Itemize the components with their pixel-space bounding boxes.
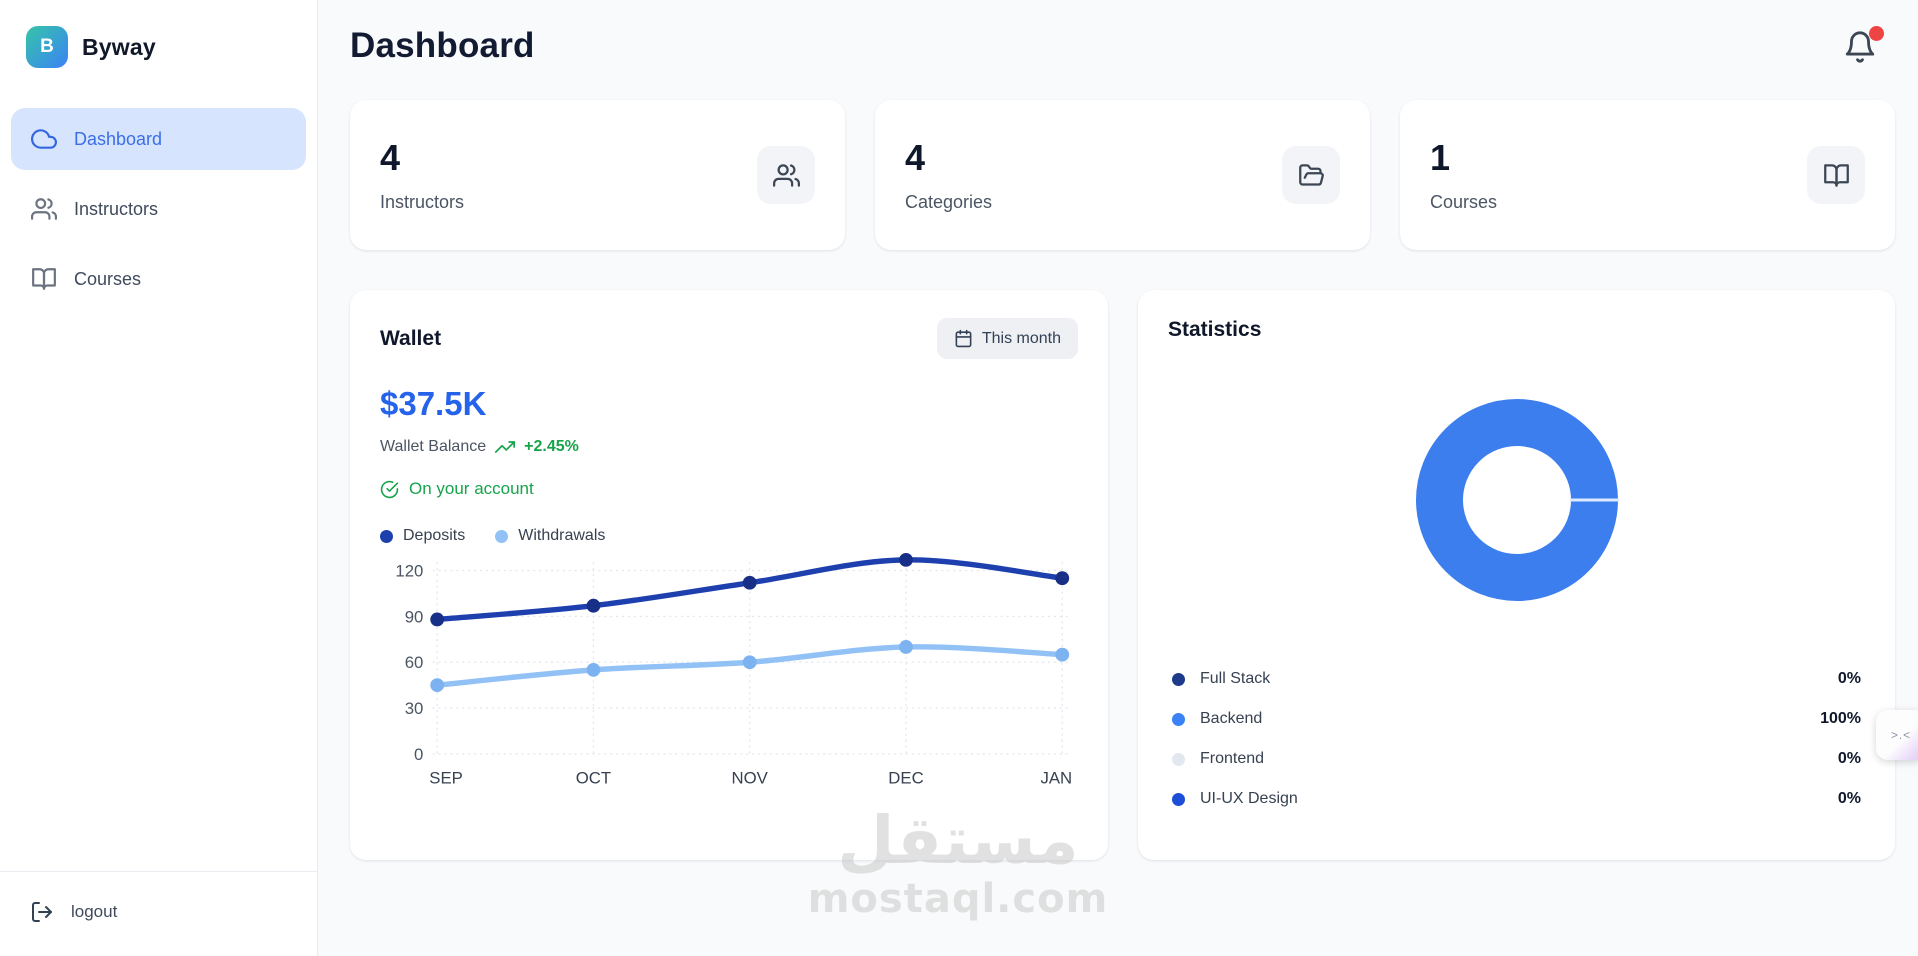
logout-label: logout (71, 902, 118, 921)
svg-text:DEC: DEC (888, 769, 923, 788)
statistics-donut-wrap (1168, 394, 1865, 606)
users-icon (757, 146, 815, 204)
stat-card-categories: 4 Categories (875, 100, 1370, 250)
legend-value: 0% (1837, 750, 1861, 767)
watermark-domain: mostaql.com (807, 876, 1109, 922)
stat-label: Categories (905, 192, 993, 212)
frontend-dot (1172, 752, 1185, 766)
period-label: This month (981, 329, 1061, 347)
sidebar-item-dashboard[interactable]: Dashboard (11, 108, 306, 170)
svg-text:90: 90 (405, 607, 424, 626)
sidebar-item-courses[interactable]: Courses (11, 248, 306, 310)
legend-label: Withdrawals (518, 527, 606, 544)
bell-icon (1845, 31, 1875, 63)
calendar-icon (955, 329, 972, 348)
extension-float-label: >.< (1890, 728, 1912, 742)
backend-dot (1172, 712, 1185, 726)
brand: B Byway (0, 0, 317, 78)
sidebar-footer: logout (0, 871, 317, 956)
stat-card-courses: 1 Courses (1400, 100, 1895, 250)
logout-button[interactable]: logout (0, 872, 317, 956)
legend-item-deposits: Deposits (380, 527, 465, 545)
svg-text:0: 0 (414, 745, 423, 764)
legend-label: UI-UX Design (1200, 790, 1298, 807)
brand-logo: B (26, 26, 68, 68)
sidebar-item-instructors[interactable]: Instructors (11, 178, 306, 240)
svg-text:60: 60 (405, 653, 424, 672)
statistics-legend: Full Stack 0% Backend 100% Frontend 0% (1168, 664, 1865, 814)
stat-label: Instructors (380, 192, 465, 212)
page-title: Dashboard (350, 26, 535, 65)
statistics-panel: Statistics Full Stack 0% Backend 100% (1138, 290, 1895, 860)
wallet-chart-legend: Deposits Withdrawals (380, 527, 1078, 545)
brand-logo-letter: B (40, 36, 54, 57)
sidebar-item-label: Courses (74, 268, 142, 289)
account-note: On your account (409, 479, 534, 498)
svg-text:OCT: OCT (576, 769, 611, 788)
full-stack-dot (1172, 672, 1185, 686)
stat-value: 4 (380, 137, 401, 178)
legend-label: Frontend (1200, 750, 1265, 767)
stat-label: Courses (1430, 192, 1498, 212)
wallet-balance-label: Wallet Balance (380, 438, 487, 455)
folder-open-icon (1282, 146, 1340, 204)
svg-text:NOV: NOV (732, 769, 769, 788)
legend-row-frontend: Frontend 0% (1172, 744, 1861, 774)
wallet-line-chart: 0 30 60 90 120 SEP OCT NOV DEC JAN (395, 552, 1072, 788)
wallet-change-badge: +2.45% (524, 438, 579, 455)
main-content: Dashboard 4 Instructors 4 Categorie (318, 0, 1918, 956)
svg-text:SEP: SEP (429, 769, 463, 788)
check-circle-icon (380, 480, 399, 498)
logout-icon (30, 900, 54, 924)
wallet-line-chart-wrap: 0 30 60 90 120 SEP OCT NOV DEC JAN (380, 552, 1078, 810)
wallet-panel: Wallet This month $37.5K Wallet Balance … (350, 290, 1108, 860)
users-icon (31, 196, 57, 222)
brand-name: Byway (82, 33, 156, 60)
legend-row-backend: Backend 100% (1172, 704, 1861, 734)
wallet-title: Wallet (380, 326, 442, 350)
deposits-dot (380, 529, 393, 543)
legend-row-full-stack: Full Stack 0% (1172, 664, 1861, 694)
legend-value: 0% (1837, 670, 1861, 687)
page-header: Dashboard (350, 26, 1895, 68)
cloud-icon (31, 126, 57, 152)
extension-float-button[interactable]: >.< (1876, 710, 1918, 760)
legend-item-withdrawals: Withdrawals (495, 527, 605, 545)
legend-label: Backend (1200, 710, 1263, 727)
stat-value: 1 (1430, 137, 1451, 178)
stat-value: 4 (905, 137, 926, 178)
sidebar-item-label: Instructors (74, 198, 159, 219)
book-open-icon (31, 266, 57, 292)
svg-text:120: 120 (395, 561, 423, 580)
charts-row: Wallet This month $37.5K Wallet Balance … (350, 290, 1895, 860)
notifications-button[interactable] (1843, 26, 1884, 68)
withdrawals-dot (495, 529, 509, 543)
svg-text:JAN: JAN (1040, 769, 1072, 788)
account-note-row: On your account (380, 479, 1078, 499)
book-open-icon (1807, 146, 1865, 204)
legend-value: 100% (1820, 710, 1861, 727)
statistics-title: Statistics (1168, 318, 1262, 341)
svg-text:30: 30 (405, 699, 424, 718)
period-select-button[interactable]: This month (936, 318, 1078, 359)
legend-label: Deposits (403, 527, 466, 544)
legend-label: Full Stack (1200, 670, 1271, 687)
notification-unread-dot (1869, 26, 1884, 41)
sidebar: B Byway Dashboard Instructors (0, 0, 318, 956)
wallet-balance: $37.5K (380, 385, 487, 422)
legend-value: 0% (1837, 790, 1861, 807)
stat-cards-row: 4 Instructors 4 Categories 1 (350, 100, 1895, 250)
legend-row-ui-ux-design: UI-UX Design 0% (1172, 784, 1861, 814)
trending-up-icon (495, 437, 516, 457)
sidebar-item-label: Dashboard (74, 128, 163, 149)
sidebar-nav: Dashboard Instructors Courses (0, 108, 317, 310)
ui-ux-design-dot (1172, 792, 1185, 806)
statistics-donut-chart (1415, 399, 1619, 601)
stat-card-instructors: 4 Instructors (350, 100, 845, 250)
